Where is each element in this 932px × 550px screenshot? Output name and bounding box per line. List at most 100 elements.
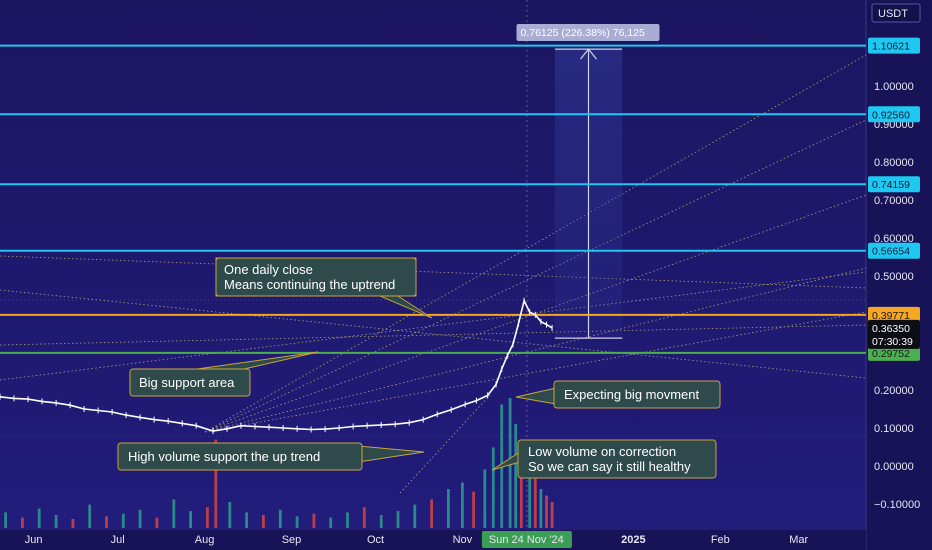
volume-bar [329,517,333,528]
volume-bar [528,465,532,528]
x-tick-label: Jun [25,534,43,546]
volume-bar [379,515,383,528]
annotation-line: Low volume on correction [528,444,676,459]
volume-bar [206,507,209,528]
volume-bar [121,513,125,528]
measure-label-box: 0.76125 (226.38%) 76,125 [516,24,660,41]
price-level-tags: 1.10621 0.92560 0.74159 0.56654 0.39771 0.297… [868,37,920,361]
volume-bar [228,502,232,528]
volume-bar [396,511,400,528]
price-level-tag [868,37,920,54]
volume-bar [413,504,417,528]
trend-fan [0,54,867,494]
price-series [0,297,553,434]
x-tick-label: Mar [789,534,808,546]
volume-bar [21,517,24,528]
price-level-tag-label: 0.56654 [872,246,910,258]
current-price-label: 0.36350 [872,323,910,335]
y-tick-label: 0.80000 [874,157,914,169]
x-tick-label: Feb [711,534,730,546]
volume-bar [189,511,192,528]
annotation-line: So we can say it still healthy [528,459,691,474]
annotation-one-daily-close[interactable]: One daily close Means continuing the upt… [215,257,433,319]
volume-bar [245,512,248,528]
y-tick-label: 0.60000 [874,233,914,245]
measure-arrow-head [580,48,597,60]
x-tick-label: Oct [367,534,384,546]
x-tick-label: Sep [282,534,302,546]
annotation-line: One daily close [224,262,313,277]
annotation-high-volume[interactable]: High volume support the up trend [117,442,425,471]
y-tick-label: −0.10000 [874,499,920,511]
annotation-low-volume[interactable]: Low volume on correction So we can say i… [491,439,717,479]
price-level-tag-label: 0.92560 [872,109,910,121]
volume-bar [155,517,159,528]
volume-bar [514,424,518,528]
current-price-tag [868,319,920,349]
annotation-line: High volume support the up trend [128,449,320,464]
x-tick-label: Jul [111,534,125,546]
fan-line [0,271,867,381]
price-level-tag-label: 0.39771 [872,310,910,322]
x-tick-label: Aug [195,534,215,546]
price-level-tag-label: 1.10621 [872,41,910,53]
fan-line [0,289,867,379]
annotation-line: Expecting big movment [564,387,700,402]
y-tick-label: 0.20000 [874,385,914,397]
price-scale-panel[interactable] [866,0,932,550]
volume-bar [346,512,349,528]
volume-bar [138,509,142,528]
volume-bar [312,513,316,528]
price-level-tag [868,106,920,123]
volume-bar [539,489,543,528]
currency-selector[interactable]: USDT [871,3,921,23]
annotation-big-support[interactable]: Big support area [129,351,319,397]
annotation-expecting-move[interactable]: Expecting big movment [515,380,721,409]
volume-bar [88,504,92,528]
fan-line [204,194,867,433]
fan-line [0,255,867,289]
volume-bar [550,502,554,528]
volume-bar [461,482,464,528]
x-axis-ticks: Jun Jul Aug Sep Oct Nov 2025 Feb Mar [25,534,809,546]
annotation-line: Means continuing the uptrend [224,277,395,292]
volume-bar [37,508,41,528]
volume-bar [362,507,366,528]
volume-bar [447,489,450,528]
fan-line [204,267,867,433]
price-level-tag-label: 0.29752 [872,348,910,360]
volume-bar [533,478,537,528]
volume-bar [54,515,58,528]
price-level-tag [868,176,920,193]
fan-line [0,324,867,346]
price-level-tag-label: 0.74159 [872,179,910,191]
volume-bar [295,516,299,528]
measure-label: 0.76125 (226.38%) 76,125 [521,27,646,39]
volume-bar [545,495,548,528]
y-tick-label: 0.00000 [874,461,914,473]
volume-bar [105,516,108,528]
currency-label: USDT [878,8,908,20]
volume-bar [214,439,218,528]
volume-bar [4,512,7,528]
volume-bar [172,499,176,528]
x-tick-label: 2025 [621,534,645,546]
volume-bar [472,491,475,528]
volume-bar [71,518,75,528]
countdown-label: 07:30:39 [872,336,913,348]
y-tick-label: 0.70000 [874,195,914,207]
volume-bar [491,447,495,528]
price-level-tag [868,242,920,259]
x-tick-label: Nov [453,534,473,546]
annotation-line: Big support area [139,375,235,390]
crosshair-date-box: Sun 24 Nov '24 [481,531,572,548]
volume-bar [483,469,487,528]
volume-bar [262,515,265,528]
price-level-tag [868,306,920,323]
fan-line [204,119,867,433]
y-tick-label: 1.00000 [874,81,914,93]
time-axis-panel[interactable] [0,530,866,550]
y-tick-label: 0.10000 [874,423,914,435]
